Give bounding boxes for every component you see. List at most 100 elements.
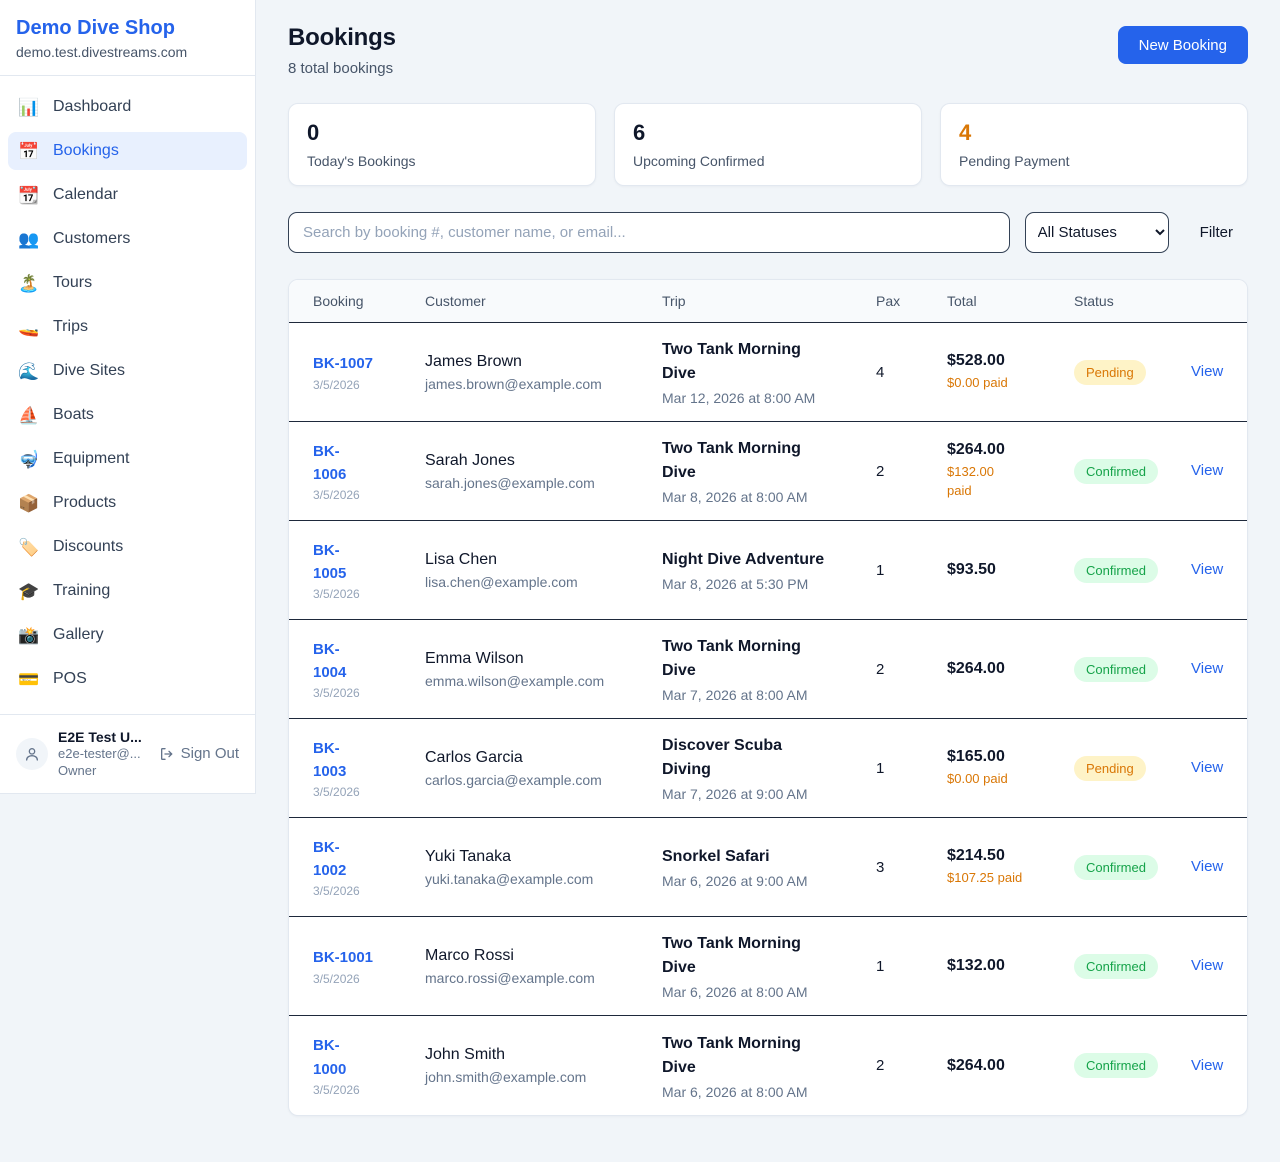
action-cell: View xyxy=(1191,759,1225,777)
trip-datetime: Mar 7, 2026 at 9:00 AM xyxy=(662,786,808,802)
avatar xyxy=(16,737,48,770)
trip-cell: Two Tank Morning Dive Mar 6, 2026 at 8:0… xyxy=(662,932,876,1000)
booking-id-link[interactable]: BK- 1000 xyxy=(313,1037,347,1078)
booking-cell: BK- 1006 3/5/2026 xyxy=(313,440,425,503)
sidebar-item-products[interactable]: 📦 Products xyxy=(18,493,117,513)
user-role: Owner xyxy=(58,763,97,779)
action-cell: View xyxy=(1191,462,1225,480)
sidebar-item-calendar[interactable]: 📆 Calendar xyxy=(18,185,118,205)
total-amount: $165.00 xyxy=(947,747,1005,765)
table-row: BK- 1004 3/5/2026 Emma Wilson emma.wilso… xyxy=(289,620,1247,719)
view-link[interactable]: View xyxy=(1191,462,1224,479)
sign-out-button[interactable]: Sign Out xyxy=(159,745,239,762)
trip-cell: Two Tank Morning Dive Mar 12, 2026 at 8:… xyxy=(662,338,876,406)
view-link[interactable]: View xyxy=(1191,363,1224,380)
stat-value: 6 xyxy=(633,120,646,145)
booking-cell: BK-1001 3/5/2026 xyxy=(313,946,425,985)
customer-cell: Marco Rossi marco.rossi@example.com xyxy=(425,947,662,986)
filter-button[interactable]: Filter xyxy=(1185,224,1248,241)
sidebar-footer: E2E Test U... e2e-tester@... Owner Sign … xyxy=(0,714,255,793)
status-badge: Pending xyxy=(1074,755,1146,781)
trip-cell: Two Tank Morning Dive Mar 8, 2026 at 8:0… xyxy=(662,437,876,505)
view-link[interactable]: View xyxy=(1191,858,1224,875)
total-cell: $528.00 $0.00 paid xyxy=(947,352,1074,393)
view-link[interactable]: View xyxy=(1191,957,1224,974)
booking-date: 3/5/2026 xyxy=(313,1082,360,1097)
stat-card: 0 Today's Bookings xyxy=(288,103,596,186)
booking-id-link[interactable]: BK- 1006 xyxy=(313,442,347,483)
sidebar-item-pos[interactable]: 💳 POS xyxy=(18,669,87,689)
sidebar-item-trips[interactable]: 🚤 Trips xyxy=(18,317,88,337)
total-cell: $264.00 xyxy=(947,1057,1074,1075)
brand-name[interactable]: Demo Dive Shop xyxy=(16,17,175,39)
booking-id-link[interactable]: BK- 1002 xyxy=(313,838,347,879)
column-header: Trip xyxy=(662,293,686,309)
bookings-table: Booking Customer Trip Pax Total Status BK-100… xyxy=(288,279,1248,1116)
booking-id-link[interactable]: BK- 1003 xyxy=(313,739,347,780)
view-link[interactable]: View xyxy=(1191,660,1224,677)
action-cell: View xyxy=(1191,1057,1225,1075)
action-cell: View xyxy=(1191,660,1225,678)
sidebar-item-boats[interactable]: ⛵ Boats xyxy=(18,405,94,425)
booking-id-link[interactable]: BK-1007 xyxy=(313,355,374,373)
total-cell: $93.50 xyxy=(947,561,1074,579)
customer-cell: Sarah Jones sarah.jones@example.com xyxy=(425,452,662,491)
sidebar-item-dive-sites[interactable]: 🌊 Dive Sites xyxy=(18,361,126,381)
graduation-cap-icon: 🎓 xyxy=(18,581,40,601)
sidebar-item-tours[interactable]: 🏝️ Tours xyxy=(18,273,93,293)
table-row: BK-1001 3/5/2026 Marco Rossi marco.rossi… xyxy=(289,917,1247,1016)
stat-label: Today's Bookings xyxy=(307,153,416,169)
booking-cell: BK- 1005 3/5/2026 xyxy=(313,539,425,602)
customer-email: john.smith@example.com xyxy=(425,1069,587,1085)
action-cell: View xyxy=(1191,363,1225,381)
booking-date: 3/5/2026 xyxy=(313,971,360,986)
trip-name: Two Tank Morning Dive xyxy=(662,440,801,481)
booking-id-link[interactable]: BK-1001 xyxy=(313,949,374,967)
sidebar-item-gallery[interactable]: 📸 Gallery xyxy=(18,625,104,645)
table-row: BK- 1002 3/5/2026 Yuki Tanaka yuki.tanak… xyxy=(289,818,1247,917)
booking-date: 3/5/2026 xyxy=(313,377,360,392)
booking-cell: BK- 1004 3/5/2026 xyxy=(313,638,425,701)
view-link[interactable]: View xyxy=(1191,1056,1224,1074)
total-amount: $132.00 xyxy=(947,957,1005,974)
booking-id-link[interactable]: BK- 1004 xyxy=(313,640,347,681)
pax-count: 1 xyxy=(876,957,885,975)
page-title: Bookings xyxy=(288,24,396,51)
booking-cell: BK-1007 3/5/2026 xyxy=(313,352,425,391)
sidebar-item-discounts[interactable]: 🏷️ Discounts xyxy=(18,537,124,557)
trip-datetime: Mar 12, 2026 at 8:00 AM xyxy=(662,390,816,406)
status-filter-select[interactable]: All Statuses xyxy=(1024,212,1169,253)
booking-id-link[interactable]: BK- 1005 xyxy=(313,541,347,582)
sidebar-item-dashboard[interactable]: 📊 Dashboard xyxy=(18,97,132,117)
camera-icon: 📸 xyxy=(18,625,40,645)
customer-name: John Smith xyxy=(425,1046,506,1063)
new-booking-button[interactable]: New Booking xyxy=(1117,26,1248,64)
total-cell: $132.00 xyxy=(947,957,1074,975)
action-cell: View xyxy=(1191,561,1225,579)
column-header: Pax xyxy=(876,293,901,309)
pax-count: 1 xyxy=(876,561,885,579)
booking-cell: BK- 1002 3/5/2026 xyxy=(313,836,425,899)
sidebar-item-bookings[interactable]: 📅 Bookings xyxy=(8,132,247,170)
view-link[interactable]: View xyxy=(1191,561,1224,578)
total-cell: $214.50 $107.25 paid xyxy=(947,847,1074,888)
sidebar-item-training[interactable]: 🎓 Training xyxy=(18,581,111,601)
trip-name: Two Tank Morning Dive xyxy=(662,935,801,976)
status-cell: Pending xyxy=(1074,755,1191,781)
sidebar-item-equipment[interactable]: 🤿 Equipment xyxy=(18,449,130,469)
pax-count: 2 xyxy=(876,660,885,678)
customer-cell: Yuki Tanaka yuki.tanaka@example.com xyxy=(425,848,662,887)
view-link[interactable]: View xyxy=(1191,759,1224,776)
search-input[interactable] xyxy=(288,212,1010,253)
stat-card: 6 Upcoming Confirmed xyxy=(614,103,922,186)
booking-date: 3/5/2026 xyxy=(313,587,360,602)
table-row: BK- 1000 3/5/2026 John Smith john.smith@… xyxy=(289,1016,1247,1115)
sidebar-nav: 📊 Dashboard 📅 Bookings 📆 Calendar 👥 Cust… xyxy=(0,76,255,714)
main-content: Bookings 8 total bookings New Booking 0 … xyxy=(256,0,1280,1148)
sign-out-label: Sign Out xyxy=(180,745,239,763)
table-row: BK-1007 3/5/2026 James Brown james.brown… xyxy=(289,323,1247,422)
status-cell: Confirmed xyxy=(1074,458,1191,484)
trip-name: Discover Scuba Diving xyxy=(662,737,783,778)
sidebar-item-customers[interactable]: 👥 Customers xyxy=(18,229,131,249)
user-name: E2E Test U... xyxy=(58,729,142,745)
